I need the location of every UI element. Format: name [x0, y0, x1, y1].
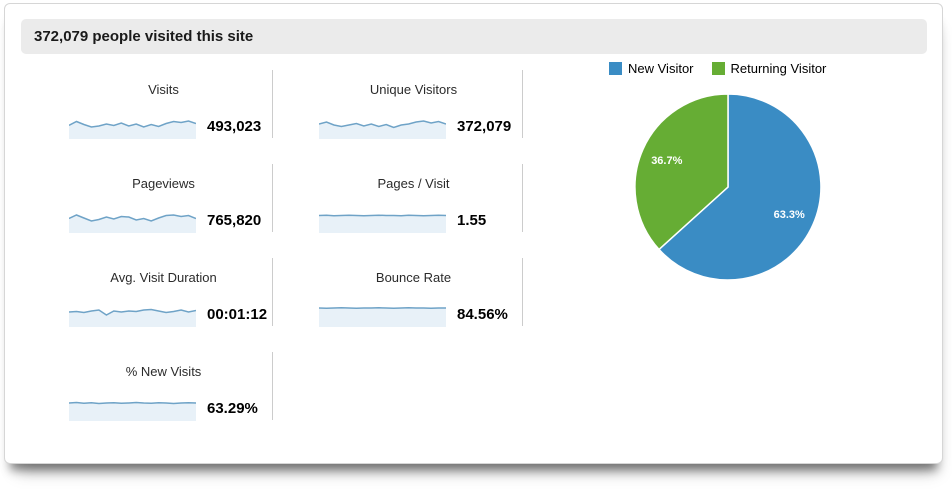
sparkline-visits — [69, 120, 196, 139]
sparkline-unique-visitors — [319, 120, 446, 139]
metric-label: Pages / Visit — [377, 176, 450, 191]
metric-value: 765,820 — [207, 212, 262, 229]
dashboard-card: 372,079 people visited this site Visits … — [4, 3, 943, 464]
legend-label: New Visitor — [628, 61, 694, 76]
metric-tile-pageviews[interactable]: Pageviews 765,820 — [55, 164, 273, 233]
pie-slice-label: 36.7% — [651, 155, 682, 167]
returning-visitor-swatch-icon — [711, 62, 725, 75]
metric-tile-percent-new-visits[interactable]: % New Visits 63.29% — [55, 352, 273, 421]
pie-slice-new-visitor[interactable] — [657, 93, 822, 281]
metric-body: 84.56% — [305, 302, 522, 327]
pie-chart-container: 63.3% 36.7% — [624, 89, 834, 294]
metric-value: 1.55 — [457, 212, 487, 229]
metric-tile-pages-per-visit[interactable]: Pages / Visit 1.55 — [305, 164, 523, 233]
visitor-type-pie-chart: 63.3% 36.7% — [634, 93, 822, 281]
new-visitor-swatch-icon — [609, 62, 622, 75]
sparkline-bounce-rate — [319, 307, 446, 327]
metric-label: Bounce Rate — [375, 270, 452, 285]
metric-value: 63.29% — [207, 400, 258, 417]
metric-body: 1.55 — [305, 208, 522, 233]
metric-label: Unique Visitors — [369, 82, 458, 97]
metric-label: Pageviews — [132, 176, 195, 191]
page-title: 372,079 people visited this site — [21, 19, 927, 54]
metric-value: 84.56% — [457, 306, 508, 323]
sparkline-pageviews — [69, 214, 196, 233]
sparkline-percent-new-visits — [69, 401, 196, 421]
pie-slice-label: 63.3% — [774, 209, 805, 221]
pie-slice-returning-visitor[interactable] — [634, 93, 729, 251]
metric-tile-avg-visit-duration[interactable]: Avg. Visit Duration 00:01:12 — [55, 258, 273, 327]
metric-body: 493,023 — [55, 114, 272, 139]
metric-value: 372,079 — [457, 118, 512, 135]
sparkline-pages-per-visit — [319, 214, 446, 233]
metric-tile-bounce-rate[interactable]: Bounce Rate 84.56% — [305, 258, 523, 327]
metric-label: % New Visits — [125, 364, 202, 379]
metric-body: 00:01:12 — [55, 302, 272, 327]
metric-label: Visits — [148, 82, 179, 97]
metric-value: 00:01:12 — [207, 306, 268, 323]
metric-label: Avg. Visit Duration — [110, 270, 217, 285]
metric-body: 372,079 — [305, 114, 522, 139]
legend-item-new-visitor[interactable]: New Visitor — [609, 61, 694, 76]
metric-body: 765,820 — [55, 208, 272, 233]
sparkline-avg-visit-duration — [69, 308, 196, 327]
legend-item-returning-visitor[interactable]: Returning Visitor — [711, 61, 827, 76]
metric-tile-unique-visitors[interactable]: Unique Visitors 372,079 — [305, 70, 523, 139]
legend-label: Returning Visitor — [730, 61, 827, 76]
metrics-grid: Visits 493,023 Unique Visitors 372,079 P… — [55, 70, 523, 421]
metric-value: 493,023 — [207, 118, 262, 135]
metric-tile-visits[interactable]: Visits 493,023 — [55, 70, 273, 139]
metric-body: 63.29% — [55, 396, 272, 421]
pie-legend: New Visitor Returning Visitor — [609, 61, 826, 76]
